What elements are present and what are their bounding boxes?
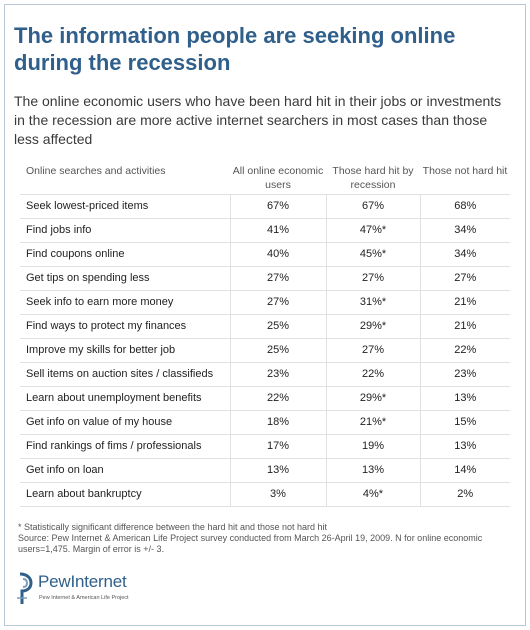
value-cell: 21% [419,313,510,338]
row-label: Seek info to earn more money [20,289,230,314]
value-cell: 27% [419,265,510,290]
row-label: Sell items on auction sites / classified… [20,361,230,386]
value-cell: 31%* [325,289,420,314]
header-row: Online searches and activities All onlin… [20,160,510,194]
value-cell: 13% [325,457,420,482]
value-cell: 15% [419,409,510,434]
column-header: Online searches and activities [26,165,166,177]
value-cell: 13% [229,457,326,482]
value-cell: 19% [325,433,420,458]
value-cell: 22% [419,337,510,362]
value-cell: 4%* [325,481,420,507]
value-cell: 21%* [325,409,420,434]
value-cell: 34% [419,241,510,266]
value-cell: 34% [419,217,510,242]
table-row: Learn about unemployment benefits 22% 29%*… [20,385,510,410]
value-cell: 47%* [325,217,420,242]
row-label: Find jobs info [20,217,230,242]
column-header: Those not hard hit [422,165,508,177]
row-label: Learn about bankruptcy [20,481,230,507]
value-cell: 25% [229,337,326,362]
significance-note: * Statistically significant difference b… [18,522,328,532]
chart-subtitle: The online economic users who have been … [14,93,502,147]
table-row: Get info on loan 13% 13% 14% [20,457,510,482]
table-row: Get info on value of my house 18% 21%* 15% [20,409,510,434]
value-cell: 27% [325,265,420,290]
value-cell: 67% [325,193,420,218]
value-cell: 68% [419,193,510,218]
value-cell: 18% [229,409,326,434]
value-cell: 40% [229,241,326,266]
table-row: Sell items on auction sites / classified… [20,361,510,386]
table-row: Find jobs info 41% 47%* 34% [20,217,510,242]
value-cell: 67% [229,193,326,218]
pew-logo-text: PewInternet [38,572,127,591]
table-row: Learn about bankruptcy 3% 4%* 2% [20,481,510,507]
row-label: Get tips on spending less [20,265,230,290]
value-cell: 13% [419,433,510,458]
row-label: Get info on loan [20,457,230,482]
value-cell: 27% [229,265,326,290]
row-label: Find ways to protect my finances [20,313,230,338]
value-cell: 13% [419,385,510,410]
value-cell: 17% [229,433,326,458]
table-row: Find ways to protect my finances 25% 29%* 2… [20,313,510,338]
source-note: Source: Pew Internet & American Life Pro… [18,533,483,554]
table-row: Seek info to earn more money 27% 31%* 21% [20,289,510,314]
table-row: Improve my skills for better job 25% 27% 22… [20,337,510,362]
row-label: Improve my skills for better job [20,337,230,362]
row-label: Find rankings of fims / professionals [20,433,230,458]
value-cell: 41% [229,217,326,242]
table-row: Find rankings of fims / professionals 17%… [20,433,510,458]
row-label: Find coupons online [20,241,230,266]
pew-logo: PewInternet Pew Internet & American Life… [14,570,184,610]
column-header: Those hard hit by recession [332,165,414,191]
row-label: Seek lowest-priced items [20,193,230,218]
table-body: Seek lowest-priced items 67% 67% 68% Find jo… [20,193,510,507]
column-header: All online economic users [232,165,324,191]
table-row: Seek lowest-priced items 67% 67% 68% [20,193,510,218]
value-cell: 21% [419,289,510,314]
value-cell: 29%* [325,313,420,338]
table-row: Get tips on spending less 27% 27% 27% [20,265,510,290]
value-cell: 14% [419,457,510,482]
value-cell: 23% [229,361,326,386]
value-cell: 45%* [325,241,420,266]
value-cell: 2% [419,481,510,507]
value-cell: 23% [419,361,510,386]
data-table: Online searches and activities All onlin… [20,160,510,507]
pew-logo-icon [17,572,33,604]
value-cell: 22% [229,385,326,410]
chart-title: The information people are seeking onlin… [14,23,456,75]
value-cell: 29%* [325,385,420,410]
footnote: * Statistically significant difference b… [18,522,513,555]
value-cell: 27% [229,289,326,314]
row-label: Learn about unemployment benefits [20,385,230,410]
value-cell: 3% [229,481,326,507]
table-row: Find coupons online 40% 45%* 34% [20,241,510,266]
value-cell: 25% [229,313,326,338]
value-cell: 22% [325,361,420,386]
value-cell: 27% [325,337,420,362]
row-label: Get info on value of my house [20,409,230,434]
pew-logo-tagline: Pew Internet & American Life Project [39,595,129,601]
